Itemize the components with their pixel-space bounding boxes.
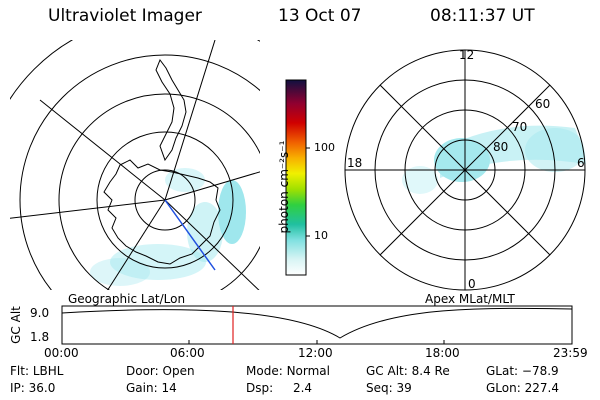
mlat-label-70: 70 bbox=[512, 120, 528, 134]
colorbar-tick-10: 10 bbox=[314, 229, 328, 242]
ip-label: IP: bbox=[10, 381, 25, 395]
altitude-ylabel: GC Alt bbox=[9, 306, 23, 344]
glat-label: GLat: bbox=[486, 364, 519, 378]
altitude-curve bbox=[61, 307, 573, 339]
dsp-value: 2.4 bbox=[292, 381, 313, 395]
altitude-xtick-0000: 00:00 bbox=[44, 346, 79, 360]
date-label: 13 Oct 07 bbox=[278, 6, 362, 26]
time-label: 08:11:37 UT bbox=[430, 6, 535, 26]
gain-value: 14 bbox=[161, 381, 177, 395]
latitude-circles bbox=[10, 40, 260, 290]
seq-value: 39 bbox=[396, 381, 412, 395]
dsp-label: Dsp: bbox=[246, 381, 274, 395]
mlat-label-60: 60 bbox=[535, 97, 551, 111]
colorbar bbox=[285, 79, 310, 276]
mlt-label-left: 18 bbox=[347, 156, 363, 170]
info-gain: Gain: 14 bbox=[126, 381, 177, 395]
app-title: Ultraviolet Imager bbox=[48, 6, 202, 26]
altitude-xtick-1200: 12:00 bbox=[298, 346, 333, 360]
antarctica-coastline bbox=[103, 159, 221, 265]
info-glat: GLat: −78.9 bbox=[486, 364, 559, 378]
gain-label: Gain: bbox=[126, 381, 158, 395]
gcalt-label: GC Alt: bbox=[366, 364, 408, 378]
glon-value: 227.4 bbox=[524, 381, 559, 395]
info-ip: IP: 36.0 bbox=[10, 381, 55, 395]
altitude-xtick-1800: 18:00 bbox=[425, 346, 460, 360]
magnetic-polar-plot bbox=[344, 49, 586, 291]
aurora-emission-right bbox=[402, 125, 586, 194]
mode-value: Normal bbox=[286, 364, 330, 378]
filter-label: Flt: bbox=[10, 364, 29, 378]
info-mode: Mode: Normal bbox=[246, 364, 330, 378]
colorbar-tick-100: 100 bbox=[314, 141, 335, 154]
ip-value: 36.0 bbox=[28, 381, 56, 395]
info-gcalt: GC Alt: 8.4 Re bbox=[366, 364, 450, 378]
colorbar-scale bbox=[285, 79, 307, 276]
magnetic-map-label: Apex MLat/MLT bbox=[425, 292, 515, 306]
altitude-plot bbox=[61, 305, 573, 345]
altitude-ytick-high: 9.0 bbox=[30, 306, 50, 320]
altitude-xtick-0600: 06:00 bbox=[170, 346, 205, 360]
info-dsp: Dsp: 2.4 bbox=[246, 381, 312, 395]
spacecraft-track bbox=[164, 199, 216, 271]
info-seq: Seq: 39 bbox=[366, 381, 412, 395]
info-door: Door: Open bbox=[126, 364, 195, 378]
door-value: Open bbox=[162, 364, 195, 378]
seq-label: Seq: bbox=[366, 381, 393, 395]
mode-label: Mode: bbox=[246, 364, 283, 378]
altitude-xtick-2359: 23:59 bbox=[553, 346, 588, 360]
mlat-label-80: 80 bbox=[493, 140, 509, 154]
mlt-label-top: 12 bbox=[459, 48, 475, 62]
geographic-map bbox=[10, 40, 260, 290]
altitude-plot-frame bbox=[61, 305, 573, 345]
geographic-map-label: Geographic Lat/Lon bbox=[68, 292, 186, 306]
mlt-spokes bbox=[345, 50, 585, 290]
peninsula-coastline bbox=[155, 58, 187, 162]
glon-label: GLon: bbox=[486, 381, 521, 395]
mlt-label-right: 6 bbox=[577, 156, 585, 170]
altitude-ytick-low: 1.8 bbox=[30, 330, 50, 344]
mlt-label-bottom: 0 bbox=[468, 277, 476, 291]
glat-value: −78.9 bbox=[521, 364, 559, 378]
info-glon: GLon: 227.4 bbox=[486, 381, 559, 395]
info-filter: Flt: LBHL bbox=[10, 364, 63, 378]
gcalt-value: 8.4 Re bbox=[411, 364, 450, 378]
door-label: Door: bbox=[126, 364, 159, 378]
meridian-lines bbox=[10, 40, 260, 290]
colorbar-unit-label: photon cm⁻²s⁻¹ bbox=[277, 140, 291, 234]
filter-value: LBHL bbox=[32, 364, 64, 378]
